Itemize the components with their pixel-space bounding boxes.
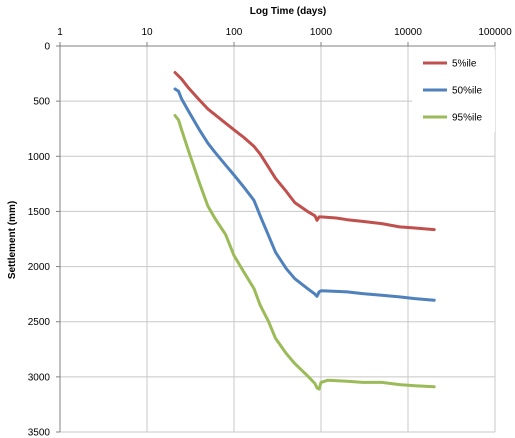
y-tick-label: 3000: [28, 372, 51, 383]
y-tick-label: 1000: [28, 152, 51, 163]
series-lines: [173, 71, 436, 391]
y-axis-title: Settlement (mm): [7, 201, 18, 279]
series-line-1: [173, 71, 436, 232]
series-line-3: [173, 114, 436, 391]
legend-label-2: 50%ile: [452, 86, 482, 97]
legend-label-3: 95%ile: [452, 113, 482, 124]
x-tick-label: 100000: [478, 27, 512, 38]
y-tick-label: 2500: [28, 317, 51, 328]
x-tick-label: 100: [226, 27, 243, 38]
x-axis-title: Log Time (days): [250, 6, 327, 17]
x-tick-labels: 1 10 100 1000 10000 100000: [57, 27, 512, 38]
series-line-2: [173, 87, 436, 302]
y-tick-label: 1500: [28, 207, 51, 218]
axes: [56, 42, 496, 433]
legend: 5%ile 50%ile 95%ile: [412, 50, 495, 132]
horizontal-gridlines: [60, 45, 495, 433]
legend-label-1: 5%ile: [452, 59, 477, 70]
y-tick-label: 2000: [28, 262, 51, 273]
x-tick-label: 1: [57, 27, 63, 38]
y-tick-label: 0: [44, 42, 50, 53]
y-tick-label: 500: [33, 97, 50, 108]
y-tick-labels: 0 500 1000 1500 2000 2500 3000 3500: [28, 42, 51, 438]
y-tick-label: 3500: [28, 428, 51, 438]
x-tick-label: 10000: [394, 27, 422, 38]
x-tick-label: 1000: [310, 27, 333, 38]
x-tick-label: 10: [141, 27, 153, 38]
